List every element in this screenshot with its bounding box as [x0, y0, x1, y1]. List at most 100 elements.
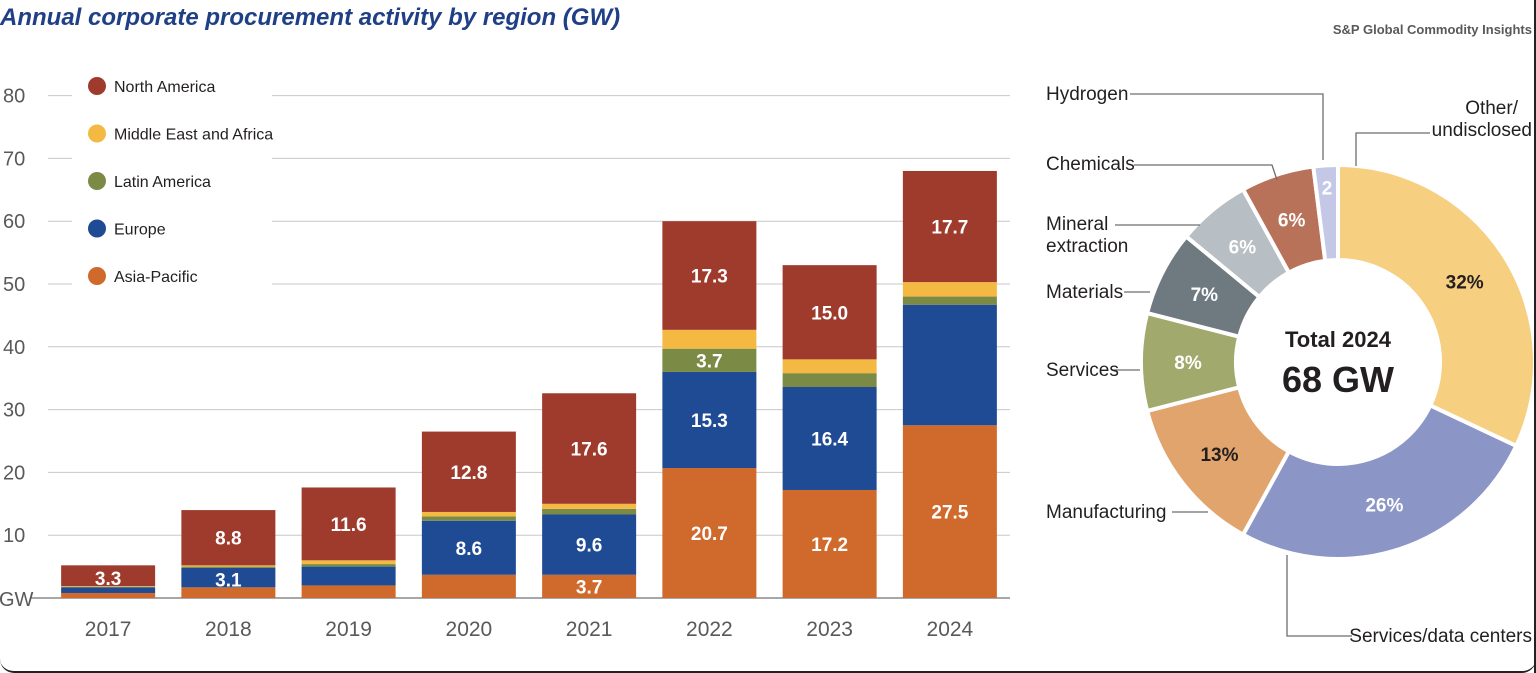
- x-tick-2021: 2021: [566, 618, 613, 641]
- data-label-europe-2023: 16.4: [811, 429, 848, 450]
- bar-europe-2018: [181, 567, 276, 588]
- bar-north-america-2022: [662, 221, 757, 330]
- bar-latin-america-2019: [301, 564, 396, 567]
- bar-north-america-2020: [421, 431, 516, 512]
- bar-asia-pacific-2018: [181, 587, 276, 598]
- frame-right-edge: [1534, 0, 1536, 673]
- data-label-europe-2018: 3.1: [215, 570, 242, 591]
- data-label-north-america-2018: 8.8: [215, 529, 241, 550]
- y-tick-60: 60: [3, 211, 25, 233]
- bar-north-america-2021: [542, 393, 637, 504]
- y-tick-70: 70: [3, 148, 25, 170]
- bar-europe-2021: [542, 514, 637, 575]
- category-label-manufacturing: Manufacturing: [1046, 502, 1166, 523]
- bar-middle-east-and-africa-2019: [301, 560, 396, 565]
- data-label-north-america-2019: 11.6: [331, 515, 367, 536]
- legend-label-latin-america: Latin America: [114, 174, 211, 191]
- donut-label-services: 8%: [1174, 353, 1202, 374]
- legend-swatch-north-america: [88, 77, 106, 95]
- bar-latin-america-2018: [181, 566, 276, 568]
- donut-label-services-data-centers: 26%: [1365, 496, 1403, 517]
- bar-europe-2023: [782, 386, 877, 490]
- legend-swatch-asia-pacific: [88, 267, 106, 285]
- bar-north-america-2019: [301, 487, 396, 561]
- data-label-latin-america-2022: 3.7: [696, 351, 722, 372]
- y-tick-80: 80: [3, 86, 25, 108]
- bar-north-america-2023: [782, 265, 877, 360]
- legend-swatch-middle-east-and-africa: [88, 124, 106, 143]
- donut-label-manufacturing: 13%: [1200, 445, 1238, 466]
- leader-line-chemicals: [1134, 164, 1278, 181]
- data-label-north-america-2021: 17.6: [571, 440, 608, 461]
- category-label-materials: Materials: [1046, 282, 1123, 303]
- category-label-other-undisclosed: Other/undisclosed: [1432, 98, 1532, 141]
- bar-latin-america-2024: [902, 296, 997, 305]
- legend-label-asia-pacific: Asia-Pacific: [114, 269, 198, 286]
- leader-line-services-data-centers: [1286, 555, 1352, 637]
- x-tick-2017: 2017: [85, 618, 132, 641]
- legend-swatch-latin-america: [88, 172, 106, 190]
- data-label-europe-2022: 15.3: [691, 411, 728, 432]
- bar-asia-pacific-2019: [301, 585, 396, 598]
- data-label-north-america-2024: 17.7: [931, 218, 968, 239]
- donut-center-total-label: Total 2024: [1285, 327, 1392, 352]
- chart-title: Annual corporate procurement activity by…: [0, 4, 621, 31]
- bar-latin-america-2022: [662, 348, 757, 372]
- bar-middle-east-and-africa-2023: [782, 359, 877, 374]
- x-tick-2024: 2024: [927, 618, 974, 641]
- source-credit: S&P Global Commodity Insights: [1332, 22, 1532, 37]
- donut-label-hydrogen: 2: [1322, 178, 1333, 199]
- data-label-north-america-2022: 17.3: [691, 267, 728, 288]
- donut-slice-other-undisclosed: [1336, 162, 1536, 449]
- x-tick-2023: 2023: [806, 618, 853, 641]
- leader-line-other-undisclosed: [1355, 132, 1430, 166]
- bar-asia-pacific-2021: [542, 574, 637, 598]
- bar-asia-pacific-2023: [782, 489, 877, 598]
- y-tick-20: 20: [3, 462, 25, 484]
- category-label-hydrogen: Hydrogen: [1046, 84, 1128, 105]
- bar-latin-america-2023: [782, 373, 877, 387]
- y-axis-unit-label: GW: [0, 589, 34, 611]
- category-label-services-data-centers: Services/data centers: [1349, 626, 1532, 647]
- bar-middle-east-and-africa-2020: [421, 511, 516, 517]
- x-tick-2022: 2022: [686, 618, 733, 641]
- data-label-asia-pacific-2021: 3.7: [576, 577, 602, 598]
- bar-latin-america-2021: [542, 508, 637, 515]
- bar-latin-america-2020: [421, 516, 516, 521]
- y-tick-50: 50: [3, 274, 25, 296]
- legend-label-north-america: North America: [114, 79, 215, 96]
- x-tick-2018: 2018: [205, 618, 252, 641]
- data-label-europe-2021: 9.6: [576, 536, 602, 557]
- data-label-north-america-2017: 3.3: [95, 569, 121, 590]
- bar-middle-east-and-africa-2024: [902, 282, 997, 297]
- data-label-asia-pacific-2023: 17.2: [811, 535, 848, 556]
- y-tick-10: 10: [3, 525, 25, 547]
- category-label-mineral-extraction: Mineral extraction: [1046, 214, 1128, 257]
- data-label-asia-pacific-2024: 27.5: [931, 503, 968, 524]
- bar-middle-east-and-africa-2021: [542, 503, 637, 509]
- bar-europe-2017: [61, 587, 156, 593]
- frame-bottom-edge: [0, 659, 1536, 673]
- data-label-north-america-2023: 15.0: [811, 303, 848, 324]
- bar-europe-2024: [902, 304, 997, 426]
- donut-label-mineral-extraction: 6%: [1229, 237, 1257, 258]
- donut-label-materials: 7%: [1191, 285, 1219, 306]
- category-label-services: Services: [1046, 360, 1119, 381]
- data-label-europe-2020: 8.6: [456, 539, 482, 560]
- legend-label-europe: Europe: [114, 222, 166, 239]
- bar-europe-2022: [662, 371, 757, 469]
- leader-line-hydrogen: [1130, 93, 1324, 160]
- bar-asia-pacific-2017: [61, 592, 156, 598]
- data-label-north-america-2020: 12.8: [450, 463, 487, 484]
- legend-swatch-europe: [88, 219, 106, 238]
- x-tick-2019: 2019: [325, 618, 372, 641]
- bar-asia-pacific-2022: [662, 468, 757, 598]
- y-tick-40: 40: [3, 337, 25, 359]
- bar-middle-east-and-africa-2018: [181, 565, 276, 567]
- bar-north-america-2024: [902, 170, 997, 283]
- donut-label-other-undisclosed: 32%: [1446, 273, 1484, 294]
- bar-middle-east-and-africa-2022: [662, 329, 757, 349]
- bar-north-america-2017: [61, 565, 156, 587]
- donut-center-total-value: 68 GW: [1282, 359, 1394, 400]
